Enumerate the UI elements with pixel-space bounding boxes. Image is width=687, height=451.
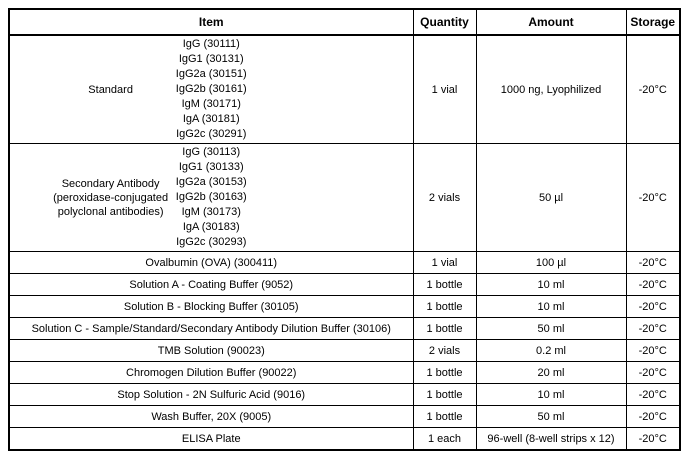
quantity-cell: 2 vials (412, 339, 477, 362)
table-row: Solution C - Sample/Standard/Secondary A… (8, 317, 681, 340)
storage-cell: -20°C (625, 273, 681, 296)
amount-cell: 50 ml (475, 317, 627, 340)
amount-cell: 20 ml (475, 361, 627, 384)
list-item: IgG2b (30163) (175, 191, 247, 203)
item-cell: Solution A - Coating Buffer (9052) (8, 273, 414, 296)
storage-cell: -20°C (625, 143, 681, 252)
item-list: IgG (30111) IgG1 (30131) IgG2a (30151) I… (12, 37, 411, 142)
table-row: Ovalbumin (OVA) (300411) 1 vial 100 µl -… (8, 251, 681, 274)
group-label-line: polyclonal antibodies) (57, 205, 164, 218)
table-row: TMB Solution (90023) 2 vials 0.2 ml -20°… (8, 339, 681, 362)
storage-cell: -20°C (625, 383, 681, 406)
storage-cell: -20°C (625, 251, 681, 274)
kit-contents-table: Item Quantity Amount Storage Standard Ig… (8, 8, 681, 451)
item-cell: Wash Buffer, 20X (9005) (8, 405, 414, 428)
table-row-secondary-antibody: Secondary Antibody (peroxidase-conjugate… (8, 143, 681, 252)
quantity-cell: 1 vial (412, 251, 477, 274)
table-row: Stop Solution - 2N Sulfuric Acid (9016) … (8, 383, 681, 406)
list-item: IgM (30173) (181, 206, 241, 218)
group-label: Standard (10, 83, 211, 97)
header-cell-quantity: Quantity (412, 8, 477, 36)
storage-cell: -20°C (625, 34, 681, 144)
quantity-cell: 1 bottle (412, 383, 477, 406)
item-cell: Standard IgG (30111) IgG1 (30131) IgG2a … (8, 34, 414, 144)
item-list: IgG (30113) IgG1 (30133) IgG2a (30153) I… (12, 145, 411, 250)
list-item: IgG2b (30161) (175, 83, 247, 95)
list-item: IgG (30111) (182, 38, 240, 50)
item-cell: Ovalbumin (OVA) (300411) (8, 251, 414, 274)
table-row: Chromogen Dilution Buffer (90022) 1 bott… (8, 361, 681, 384)
list-item: IgG2c (30293) (176, 236, 247, 248)
table-row: Solution A - Coating Buffer (9052) 1 bot… (8, 273, 681, 296)
quantity-cell: 1 vial (412, 34, 477, 144)
group-label: Secondary Antibody (peroxidase-conjugate… (10, 177, 211, 219)
table-row: Solution B - Blocking Buffer (30105) 1 b… (8, 295, 681, 318)
header-row: Item Quantity Amount Storage (8, 8, 681, 36)
list-item: IgA (30183) (182, 221, 240, 233)
header-cell-item: Item (8, 8, 414, 36)
header-cell-amount: Amount (475, 8, 627, 36)
storage-cell: -20°C (625, 361, 681, 384)
quantity-cell: 1 bottle (412, 273, 477, 296)
storage-cell: -20°C (625, 295, 681, 318)
amount-cell: 10 ml (475, 273, 627, 296)
header-cell-storage: Storage (625, 8, 681, 36)
item-cell: Secondary Antibody (peroxidase-conjugate… (8, 143, 414, 252)
table-row-standard: Standard IgG (30111) IgG1 (30131) IgG2a … (8, 34, 681, 144)
amount-cell: 100 µl (475, 251, 627, 274)
list-item: IgG (30113) (182, 146, 241, 158)
item-cell: Chromogen Dilution Buffer (90022) (8, 361, 414, 384)
quantity-cell: 1 bottle (412, 405, 477, 428)
list-item: IgG1 (30131) (178, 53, 244, 65)
list-item: IgG1 (30133) (178, 161, 244, 173)
group-label-line: (peroxidase-conjugated (53, 191, 169, 204)
list-item: IgG2a (30153) (175, 176, 247, 188)
amount-cell: 1000 ng, Lyophilized (475, 34, 627, 144)
table-row: Wash Buffer, 20X (9005) 1 bottle 50 ml -… (8, 405, 681, 428)
amount-cell: 50 µl (475, 143, 627, 252)
amount-cell: 10 ml (475, 295, 627, 318)
storage-cell: -20°C (625, 405, 681, 428)
group-label-line: Secondary Antibody (61, 177, 160, 190)
quantity-cell: 2 vials (412, 143, 477, 252)
quantity-cell: 1 bottle (412, 295, 477, 318)
item-cell: Stop Solution - 2N Sulfuric Acid (9016) (8, 383, 414, 406)
quantity-cell: 1 bottle (412, 361, 477, 384)
group-label-line: Standard (88, 83, 133, 96)
list-item: IgA (30181) (182, 113, 240, 125)
quantity-cell: 1 bottle (412, 317, 477, 340)
amount-cell: 10 ml (475, 383, 627, 406)
amount-cell: 50 ml (475, 405, 627, 428)
storage-cell: -20°C (625, 317, 681, 340)
item-cell: Solution C - Sample/Standard/Secondary A… (8, 317, 414, 340)
list-item: IgG2a (30151) (175, 68, 247, 80)
storage-cell: -20°C (625, 339, 681, 362)
list-item: IgG2c (30291) (176, 128, 247, 140)
item-cell: Solution B - Blocking Buffer (30105) (8, 295, 414, 318)
amount-cell: 0.2 ml (475, 339, 627, 362)
item-cell: TMB Solution (90023) (8, 339, 414, 362)
list-item: IgM (30171) (181, 98, 241, 110)
